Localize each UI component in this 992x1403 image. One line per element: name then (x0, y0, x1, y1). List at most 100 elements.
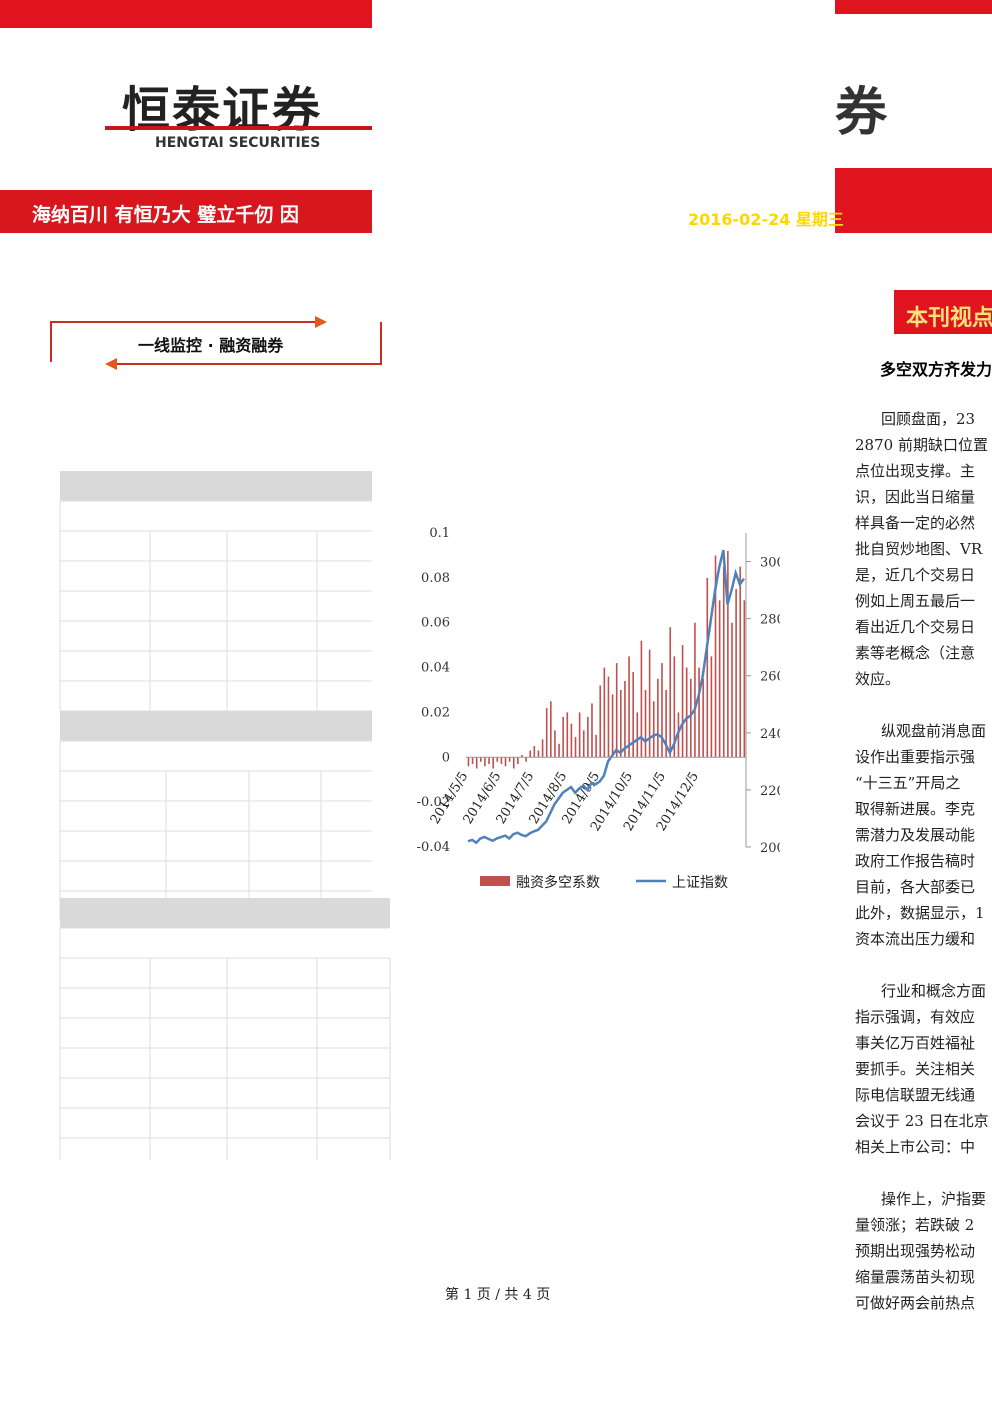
y-tick-label: 0 (442, 750, 450, 765)
bar (636, 712, 639, 758)
text-line: 政府工作报告稿时 (855, 852, 976, 870)
bar (582, 730, 585, 758)
text-line: 看出近几个交易日 (855, 618, 976, 636)
bar (607, 676, 610, 758)
text-line: 行业和概念方面 (881, 982, 987, 1000)
text-line: 事关亿万百姓福祉 (855, 1034, 976, 1052)
bar (739, 566, 742, 758)
bar (673, 656, 676, 758)
bar (595, 734, 597, 758)
bar (521, 755, 523, 758)
text-line: 是，近几个交易日 (855, 566, 976, 584)
top-bar (835, 0, 992, 14)
table-header (60, 711, 372, 741)
text-line: 量领涨；若跌破 2 (855, 1216, 975, 1234)
text-line: 要抓手。关注相关 (855, 1060, 976, 1078)
y-tick-label: 0.04 (421, 661, 450, 676)
text-line: 设作出重要指示强 (855, 748, 976, 766)
y2-tick-label: 2400 (760, 727, 780, 742)
bar (652, 701, 655, 758)
bar (628, 656, 630, 758)
y2-tick-label: 2800 (760, 613, 780, 628)
text-line: “十三五”开局之 (855, 774, 961, 792)
y2-tick-label: 3000 (760, 556, 780, 571)
logo-rule (105, 126, 372, 130)
section-frame (50, 316, 382, 370)
bar (690, 678, 692, 758)
bar (706, 577, 709, 758)
bar (508, 757, 511, 762)
bar (657, 678, 659, 758)
date: 2016-02-24 星期三 (688, 210, 844, 229)
bar (735, 589, 737, 758)
bar (566, 712, 569, 758)
bar (558, 743, 560, 758)
bar (665, 690, 667, 758)
slogan-bar: 海纳百川 有恒乃大 璧立千仞 因 (0, 190, 372, 233)
bar (648, 649, 651, 758)
bar (698, 667, 700, 758)
article: 回顾盘面，23 2870 前期缺口位置 点位出现支撑。主 识，因此当日缩量 样具备一定的… (855, 406, 992, 1342)
legend-label: 融资多空系数 (516, 874, 600, 891)
legend-label: 上证指数 (672, 875, 728, 891)
bar (512, 757, 515, 769)
bar (727, 550, 729, 758)
text-line: 批自贸炒地图、VR (855, 540, 983, 558)
date-bar (835, 168, 992, 233)
slogan: 海纳百川 有恒乃大 璧立千仞 因 (32, 204, 299, 226)
text-line: 识，因此当日缩量 (855, 488, 976, 506)
text-line: 取得新进展。李克 (855, 800, 976, 818)
bar (545, 707, 548, 758)
bar (681, 645, 684, 758)
bar (554, 730, 556, 758)
bar (694, 622, 696, 758)
y-tick-label: -0.04 (417, 840, 450, 855)
text-line: 效应。 (855, 670, 901, 688)
text-line: 需潜力及发展动能 (855, 826, 976, 844)
bar (562, 716, 564, 758)
y2-tick-label: 2600 (760, 670, 780, 685)
top-bar (0, 0, 372, 28)
bar (731, 622, 733, 758)
text-line: 指示强调，有效应 (855, 1008, 976, 1026)
legend-swatch (480, 876, 510, 886)
paragraph: 行业和概念方面 指示强调，有效应 事关亿万百姓福祉 要抓手。关注相关 际电信联盟无线通会… (855, 978, 992, 1160)
paragraph: 回顾盘面，23 2870 前期缺口位置 点位出现支撑。主 识，因此当日缩量 样具备一定的… (855, 406, 992, 692)
logo-right: 券 (835, 83, 888, 143)
text-line: 资本流出压力缓和 (855, 930, 976, 948)
bar (714, 555, 717, 758)
bar (570, 723, 573, 758)
footer: 第 1 页 / 共 4 页 (445, 1287, 551, 1303)
bar (484, 757, 486, 767)
bar (467, 757, 470, 767)
y2-tick-label: 2200 (760, 784, 780, 799)
bar (591, 703, 593, 758)
bar (529, 750, 532, 758)
text-line: 可做好两会前热点 (855, 1294, 976, 1312)
chart: -0.04 -0.02 0 0.02 0.04 0.06 0.08 0.1 2000 2200 24… (417, 526, 780, 891)
bar (599, 685, 602, 758)
bar (722, 566, 725, 758)
text-line: 相关上市公司：中 (855, 1138, 976, 1156)
bar (471, 757, 474, 765)
bar (537, 750, 540, 758)
bar (632, 672, 634, 758)
paragraph: 纵观盘前消息面 设作出重要指示强 “十三五”开局之 取得新进展。李克 需潜力及发展动能政… (855, 718, 992, 952)
y-tick-label: 0.08 (421, 571, 450, 586)
bar (640, 640, 643, 758)
bar (475, 757, 478, 769)
y-tick-label: 0.06 (421, 616, 450, 631)
bar (488, 757, 490, 765)
text-line: 2870 前期缺口位置 (855, 436, 988, 454)
bar (496, 757, 499, 762)
bar (578, 712, 581, 758)
text-line: 预期出现强势松动 (855, 1242, 976, 1260)
bar (517, 757, 519, 765)
text-line: 样具备一定的必然 (855, 514, 976, 532)
bar (480, 757, 482, 762)
y-tick-label: -0.02 (417, 795, 450, 810)
bar (541, 739, 544, 758)
bar (550, 701, 552, 758)
y-tick-label: 0.1 (429, 526, 450, 541)
text-line: 此外，数据显示，1 (855, 904, 985, 922)
